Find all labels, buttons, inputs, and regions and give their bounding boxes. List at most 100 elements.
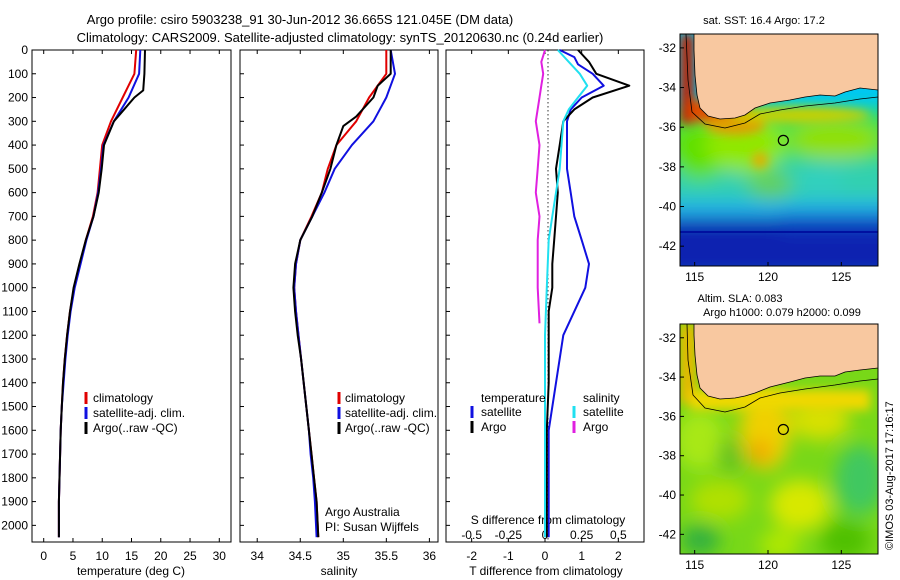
sla-map-frame	[679, 323, 879, 555]
depth-tick-label: 1800	[1, 471, 28, 485]
depth-tick-label: 1100	[2, 304, 28, 318]
map-x-tick-label: 120	[758, 558, 778, 572]
depth-tick-label: 1700	[1, 447, 28, 461]
sla-map-title-line1: Altim. SLA: 0.083	[698, 293, 783, 305]
sst-land	[693, 34, 878, 120]
temperature-xlabel: temperature (deg C)	[77, 564, 185, 578]
series-line-satellite-adj-clim-	[293, 49, 396, 538]
depth-tick-label: 1000	[1, 281, 28, 295]
salinity-plot-frame	[239, 49, 439, 543]
map-x-tick-label: 115	[685, 558, 704, 572]
sst-heatmap	[680, 34, 878, 266]
x-tick-label: 34	[251, 549, 265, 563]
map-y-tick-label: -40	[659, 200, 677, 214]
legend-label-sal-argo: Argo	[583, 420, 609, 434]
depth-tick-label: 1900	[1, 495, 28, 509]
top-x-tick-label: 0.25	[570, 528, 594, 542]
depth-tick-label: 200	[8, 91, 28, 105]
depth-tick-label: 400	[8, 138, 28, 152]
depth-tick-label: 700	[8, 209, 28, 223]
depth-tick-label: 300	[8, 114, 28, 128]
sla-map-title-line2: Argo h1000: 0.079 h2000: 0.099	[703, 307, 861, 319]
series-line-satellite-adj-clim-	[57, 49, 142, 538]
difference-xlabel: T difference from climatology	[469, 564, 623, 578]
top-x-tick-label: 0.5	[610, 528, 627, 542]
top-x-tick-label: -0.25	[495, 528, 523, 542]
sla-land	[693, 324, 878, 400]
top-x-tick-label: -0.5	[461, 528, 482, 542]
x-tick-label: 34.5	[289, 549, 313, 563]
temperature-legend: climatology satellite-adj. clim. Argo(..…	[84, 391, 185, 435]
x-tick-label: 25	[183, 549, 197, 563]
map-y-tick-label: -36	[659, 409, 677, 423]
legend-label-sal-satellite: satellite	[583, 405, 624, 419]
salinity-xlabel: salinity	[321, 564, 358, 578]
x-tick-label: 20	[154, 549, 168, 563]
depth-tick-label: 800	[8, 233, 28, 247]
temperature-plot-frame	[31, 49, 232, 543]
x-tick-label: 35.5	[375, 549, 399, 563]
depth-tick-label: 2000	[1, 518, 28, 532]
legend-label-argo: Argo(..raw -QC)	[345, 421, 430, 435]
series-line-argo	[534, 49, 546, 324]
legend-label-climatology: climatology	[93, 391, 153, 405]
depth-tick-label: 500	[8, 162, 28, 176]
series-line-satellite	[547, 49, 605, 538]
map-y-tick-label: -34	[659, 370, 677, 384]
legend-label-argo: Argo(..raw -QC)	[93, 421, 178, 435]
legend-label-temp-satellite: satellite	[481, 405, 522, 419]
argo-location-marker-sla	[777, 423, 789, 436]
x-tick-label: 5	[70, 549, 77, 563]
depth-tick-label: 1500	[1, 400, 28, 414]
salinity-x-axis: 34 34.5 35 35.5 36	[240, 49, 437, 563]
depth-tick-label: 600	[8, 186, 28, 200]
x-tick-label: 35	[337, 549, 351, 563]
depth-tick-label: 0	[21, 43, 28, 57]
depth-tick-label: 1600	[1, 423, 28, 437]
map-y-tick-label: -34	[659, 81, 677, 95]
map-x-tick-label: 115	[685, 270, 704, 284]
map-y-tick-label: -36	[659, 120, 677, 134]
legend-title-salinity: salinity	[583, 391, 620, 405]
map-y-tick-label: -38	[659, 449, 677, 463]
salinity-series	[292, 49, 396, 538]
map-y-tick-label: -32	[659, 331, 677, 345]
map-y-tick-label: -42	[659, 527, 677, 541]
sst-map-title: sat. SST: 16.4 Argo: 17.2	[703, 15, 825, 27]
difference-series	[534, 49, 631, 538]
legend-label-temp-argo: Argo	[481, 420, 507, 434]
argo-location-marker-sst	[777, 134, 789, 146]
map-y-tick-label: -32	[659, 41, 677, 55]
depth-tick-label: 1400	[1, 376, 28, 390]
x-tick-label: 30	[213, 549, 227, 563]
depth-tick-label: 900	[8, 257, 28, 271]
legend-label-climatology: climatology	[345, 391, 405, 405]
pi-label: PI: Susan Wijffels	[325, 520, 419, 534]
argo-location-circle	[777, 423, 789, 436]
x-tick-label: -1	[503, 549, 514, 563]
series-line-climatology	[57, 49, 138, 538]
institution-label: Argo Australia	[325, 505, 400, 519]
argo-location-circle	[777, 134, 789, 146]
x-tick-label: 2	[615, 549, 622, 563]
x-tick-label: 0	[40, 549, 47, 563]
figure-title-line1: Argo profile: csiro 5903238_91 30-Jun-20…	[87, 12, 513, 27]
difference-legend: temperature salinity satellite Argo sate…	[470, 391, 624, 434]
temperature-series	[57, 49, 146, 538]
sla-map-axes: 115 120 125 -32 -34 -36 -38 -40 -42	[659, 331, 852, 572]
x-tick-label: 36	[423, 549, 437, 563]
map-y-tick-label: -42	[659, 239, 677, 253]
sla-contour	[686, 324, 878, 413]
depth-tick-label: 100	[8, 67, 28, 81]
sst-map-frame	[679, 33, 879, 267]
salinity-legend: climatology satellite-adj. clim. Argo(..…	[337, 391, 437, 435]
map-x-tick-label: 125	[831, 558, 851, 572]
copyright-stamp: ©IMOS 03-Aug-2017 17:16:17	[884, 401, 896, 550]
temperature-x-axis: 0 5 10 15 20 25 30	[40, 50, 226, 563]
depth-tick-label: 1200	[1, 328, 28, 342]
difference-x-axis: -2 -1 0 1 2-0.5 -0.25 0 0.25 0.5	[446, 49, 627, 563]
legend-title-temperature: temperature	[481, 391, 546, 405]
x-tick-label: 10	[96, 549, 110, 563]
series-line-argo	[545, 49, 631, 538]
